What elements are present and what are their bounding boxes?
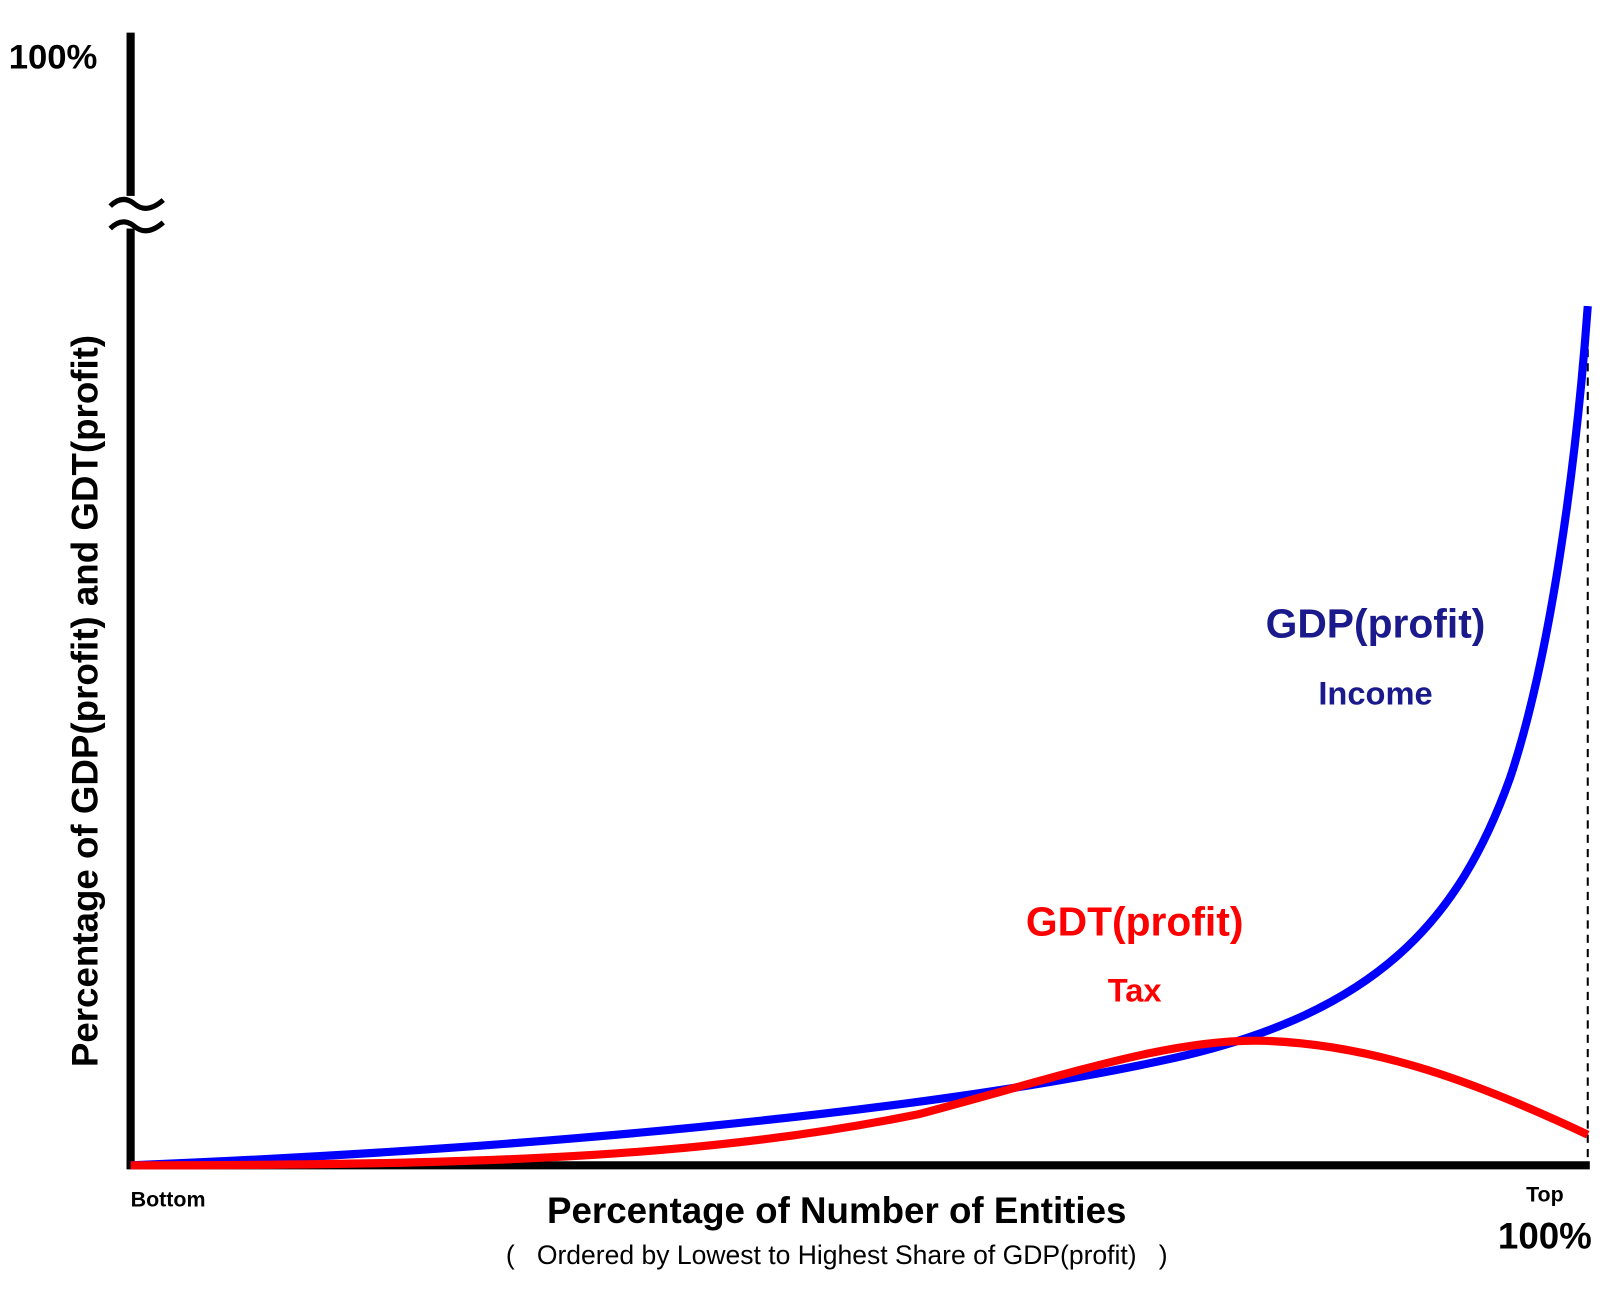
x-axis-subtitle: ( Ordered by Lowest to Highest Share of … — [506, 1240, 1168, 1270]
gdt-curve — [130, 1036, 1590, 1170]
gdp-curve — [130, 305, 1592, 1170]
x-start-label: Bottom — [131, 1188, 206, 1212]
curve-label: GDT(profit) — [1026, 898, 1244, 944]
x-end-value-label: 100% — [1498, 1215, 1592, 1256]
axis-break — [108, 219, 165, 234]
y-axis-title: Percentage of GDP(profit) and GDT(profit… — [64, 335, 105, 1067]
curve-label: GDP(profit) — [1266, 600, 1486, 646]
x-end-label: Top — [1526, 1183, 1564, 1207]
curve-description: Tax — [1108, 971, 1162, 1008]
y-top-label: 100% — [9, 38, 98, 76]
axis-break — [108, 196, 165, 211]
curve-description: Income — [1318, 675, 1432, 712]
x-axis-title: Percentage of Number of Entities — [547, 1190, 1126, 1231]
